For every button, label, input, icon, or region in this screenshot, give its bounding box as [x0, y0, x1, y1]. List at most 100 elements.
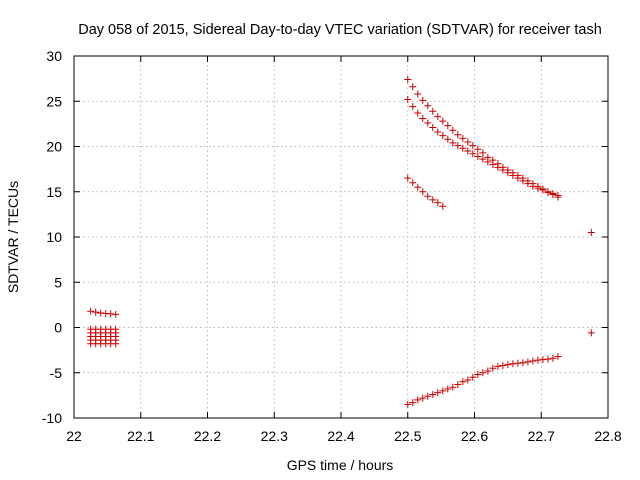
data-point-marker — [409, 103, 417, 111]
data-point-marker — [479, 155, 487, 163]
y-tick-label: 20 — [46, 139, 62, 155]
data-point-marker — [524, 177, 532, 185]
data-point-marker — [544, 188, 552, 196]
data-point-marker — [439, 132, 447, 140]
data-point-marker — [429, 196, 437, 204]
data-point-marker — [454, 142, 462, 150]
data-point-marker — [414, 90, 422, 98]
data-point-marker — [524, 358, 532, 366]
data-point-marker — [449, 139, 457, 147]
chart-title: Day 058 of 2015, Sidereal Day-to-day VTE… — [78, 22, 602, 38]
data-point-marker — [444, 135, 452, 143]
data-point-marker — [549, 354, 557, 362]
data-point-marker — [414, 396, 422, 404]
data-point-marker — [469, 373, 477, 381]
data-point-marker — [544, 355, 552, 363]
data-point-marker — [464, 376, 472, 384]
data-point-marker — [494, 362, 502, 370]
data-point-marker — [409, 399, 417, 407]
data-points — [87, 76, 595, 408]
data-point-marker — [459, 134, 467, 142]
data-point-marker — [419, 96, 427, 104]
data-point-marker — [554, 352, 562, 360]
data-point-marker — [449, 126, 457, 134]
data-point-marker — [424, 192, 432, 200]
data-point-marker — [419, 188, 427, 196]
data-point-marker — [489, 156, 497, 164]
y-tick-label: 25 — [46, 93, 62, 109]
data-point-marker — [92, 308, 100, 316]
data-point-marker — [459, 378, 467, 386]
data-point-marker — [434, 389, 442, 397]
data-point-marker — [469, 150, 477, 158]
y-tick-label: -5 — [50, 365, 63, 381]
y-tick-label: 15 — [46, 184, 62, 200]
data-point-marker — [464, 138, 472, 146]
x-axis-label: GPS time / hours — [287, 457, 394, 473]
data-point-marker — [409, 179, 417, 187]
data-point-marker — [404, 400, 412, 408]
data-point-marker — [459, 144, 467, 152]
data-point-marker — [434, 199, 442, 207]
x-tick-label: 22.6 — [461, 428, 488, 444]
data-point-marker — [479, 369, 487, 377]
data-point-marker — [539, 185, 547, 193]
data-point-marker — [439, 202, 447, 210]
data-point-marker — [424, 119, 432, 127]
y-tick-label: 5 — [54, 274, 62, 290]
data-point-marker — [474, 152, 482, 160]
x-tick-label: 22 — [66, 428, 82, 444]
data-point-marker — [429, 390, 437, 398]
plot-frame — [73, 55, 609, 419]
data-point-marker — [414, 109, 422, 117]
data-point-marker — [414, 183, 422, 191]
data-point-marker — [454, 131, 462, 139]
data-point-marker — [534, 182, 542, 190]
data-point-marker — [419, 394, 427, 402]
data-point-marker — [434, 113, 442, 121]
data-point-marker — [444, 385, 452, 393]
data-point-marker — [484, 367, 492, 375]
x-tick-label: 22.4 — [327, 428, 354, 444]
data-point-marker — [424, 102, 432, 110]
data-point-marker — [424, 392, 432, 400]
y-tick-label: 30 — [46, 48, 62, 64]
data-point-marker — [439, 117, 447, 125]
data-point-marker — [514, 171, 522, 179]
data-point-marker — [519, 174, 527, 182]
data-point-marker — [469, 142, 477, 150]
data-point-marker — [529, 357, 537, 365]
data-point-marker — [529, 180, 537, 188]
data-point-marker — [444, 122, 452, 130]
data-point-marker — [504, 166, 512, 174]
data-point-marker — [494, 160, 502, 168]
data-point-marker — [404, 174, 412, 182]
grid-lines — [74, 56, 608, 418]
data-point-marker — [587, 228, 595, 236]
data-point-marker — [499, 163, 507, 171]
y-tick-label: 10 — [46, 229, 62, 245]
data-point-marker — [449, 383, 457, 391]
y-axis-label: SDTVAR / TECUs — [5, 181, 21, 293]
y-tick-label: 0 — [54, 320, 62, 336]
data-point-marker — [429, 107, 437, 115]
data-point-marker — [419, 114, 427, 122]
x-tick-label: 22.8 — [594, 428, 621, 444]
data-point-marker — [429, 123, 437, 131]
data-point-marker — [474, 371, 482, 379]
data-point-marker — [454, 381, 462, 389]
data-point-marker — [464, 147, 472, 155]
y-tick-label: -10 — [42, 410, 62, 426]
data-point-marker — [439, 387, 447, 395]
data-point-marker — [434, 128, 442, 136]
x-tick-label: 22.1 — [127, 428, 154, 444]
data-point-marker — [489, 364, 497, 372]
data-point-marker — [409, 83, 417, 91]
data-point-marker — [87, 307, 95, 315]
data-point-marker — [404, 95, 412, 103]
x-tick-label: 22.7 — [528, 428, 555, 444]
data-point-marker — [549, 190, 557, 198]
tick-labels: 22 22.1 22.2 22.3 22.4 22.5 22.6 22.7 22.8 -10 -5 0… — [42, 48, 622, 444]
data-point-marker — [112, 310, 120, 318]
